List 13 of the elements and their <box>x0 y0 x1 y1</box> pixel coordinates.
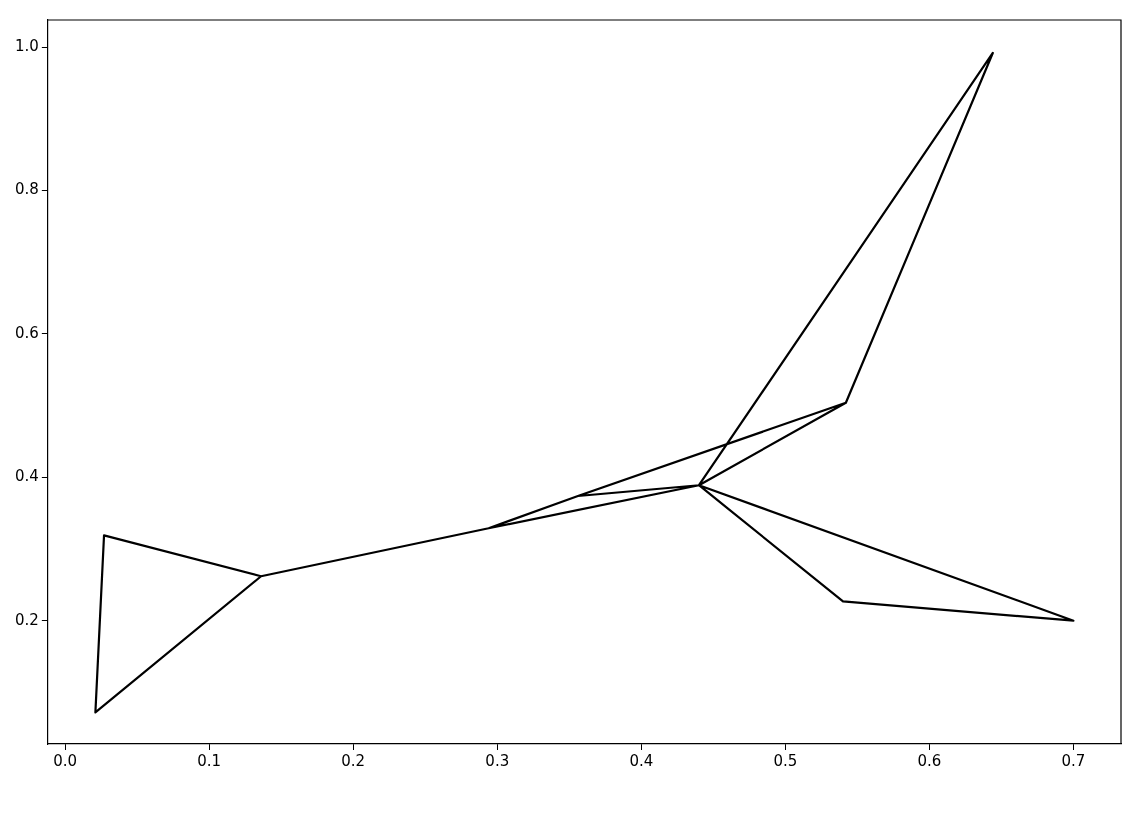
y-tick-label: 0.8 <box>15 180 39 199</box>
y-tick-label: 0.6 <box>15 323 39 342</box>
y-tick-label: 1.0 <box>15 37 39 56</box>
y-tick-label: 0.2 <box>15 610 39 629</box>
x-tick-label: 0.1 <box>197 751 222 770</box>
x-tick-label: 0.2 <box>341 751 366 770</box>
x-tick-label: 0.3 <box>485 751 510 770</box>
x-tick-label: 0.7 <box>1061 751 1086 770</box>
x-tick-label: 0.0 <box>53 751 78 770</box>
x-tick-label: 0.5 <box>773 751 798 770</box>
y-tick-label: 0.4 <box>15 467 39 486</box>
x-tick-label: 0.6 <box>917 751 942 770</box>
x-tick-label: 0.4 <box>629 751 654 770</box>
